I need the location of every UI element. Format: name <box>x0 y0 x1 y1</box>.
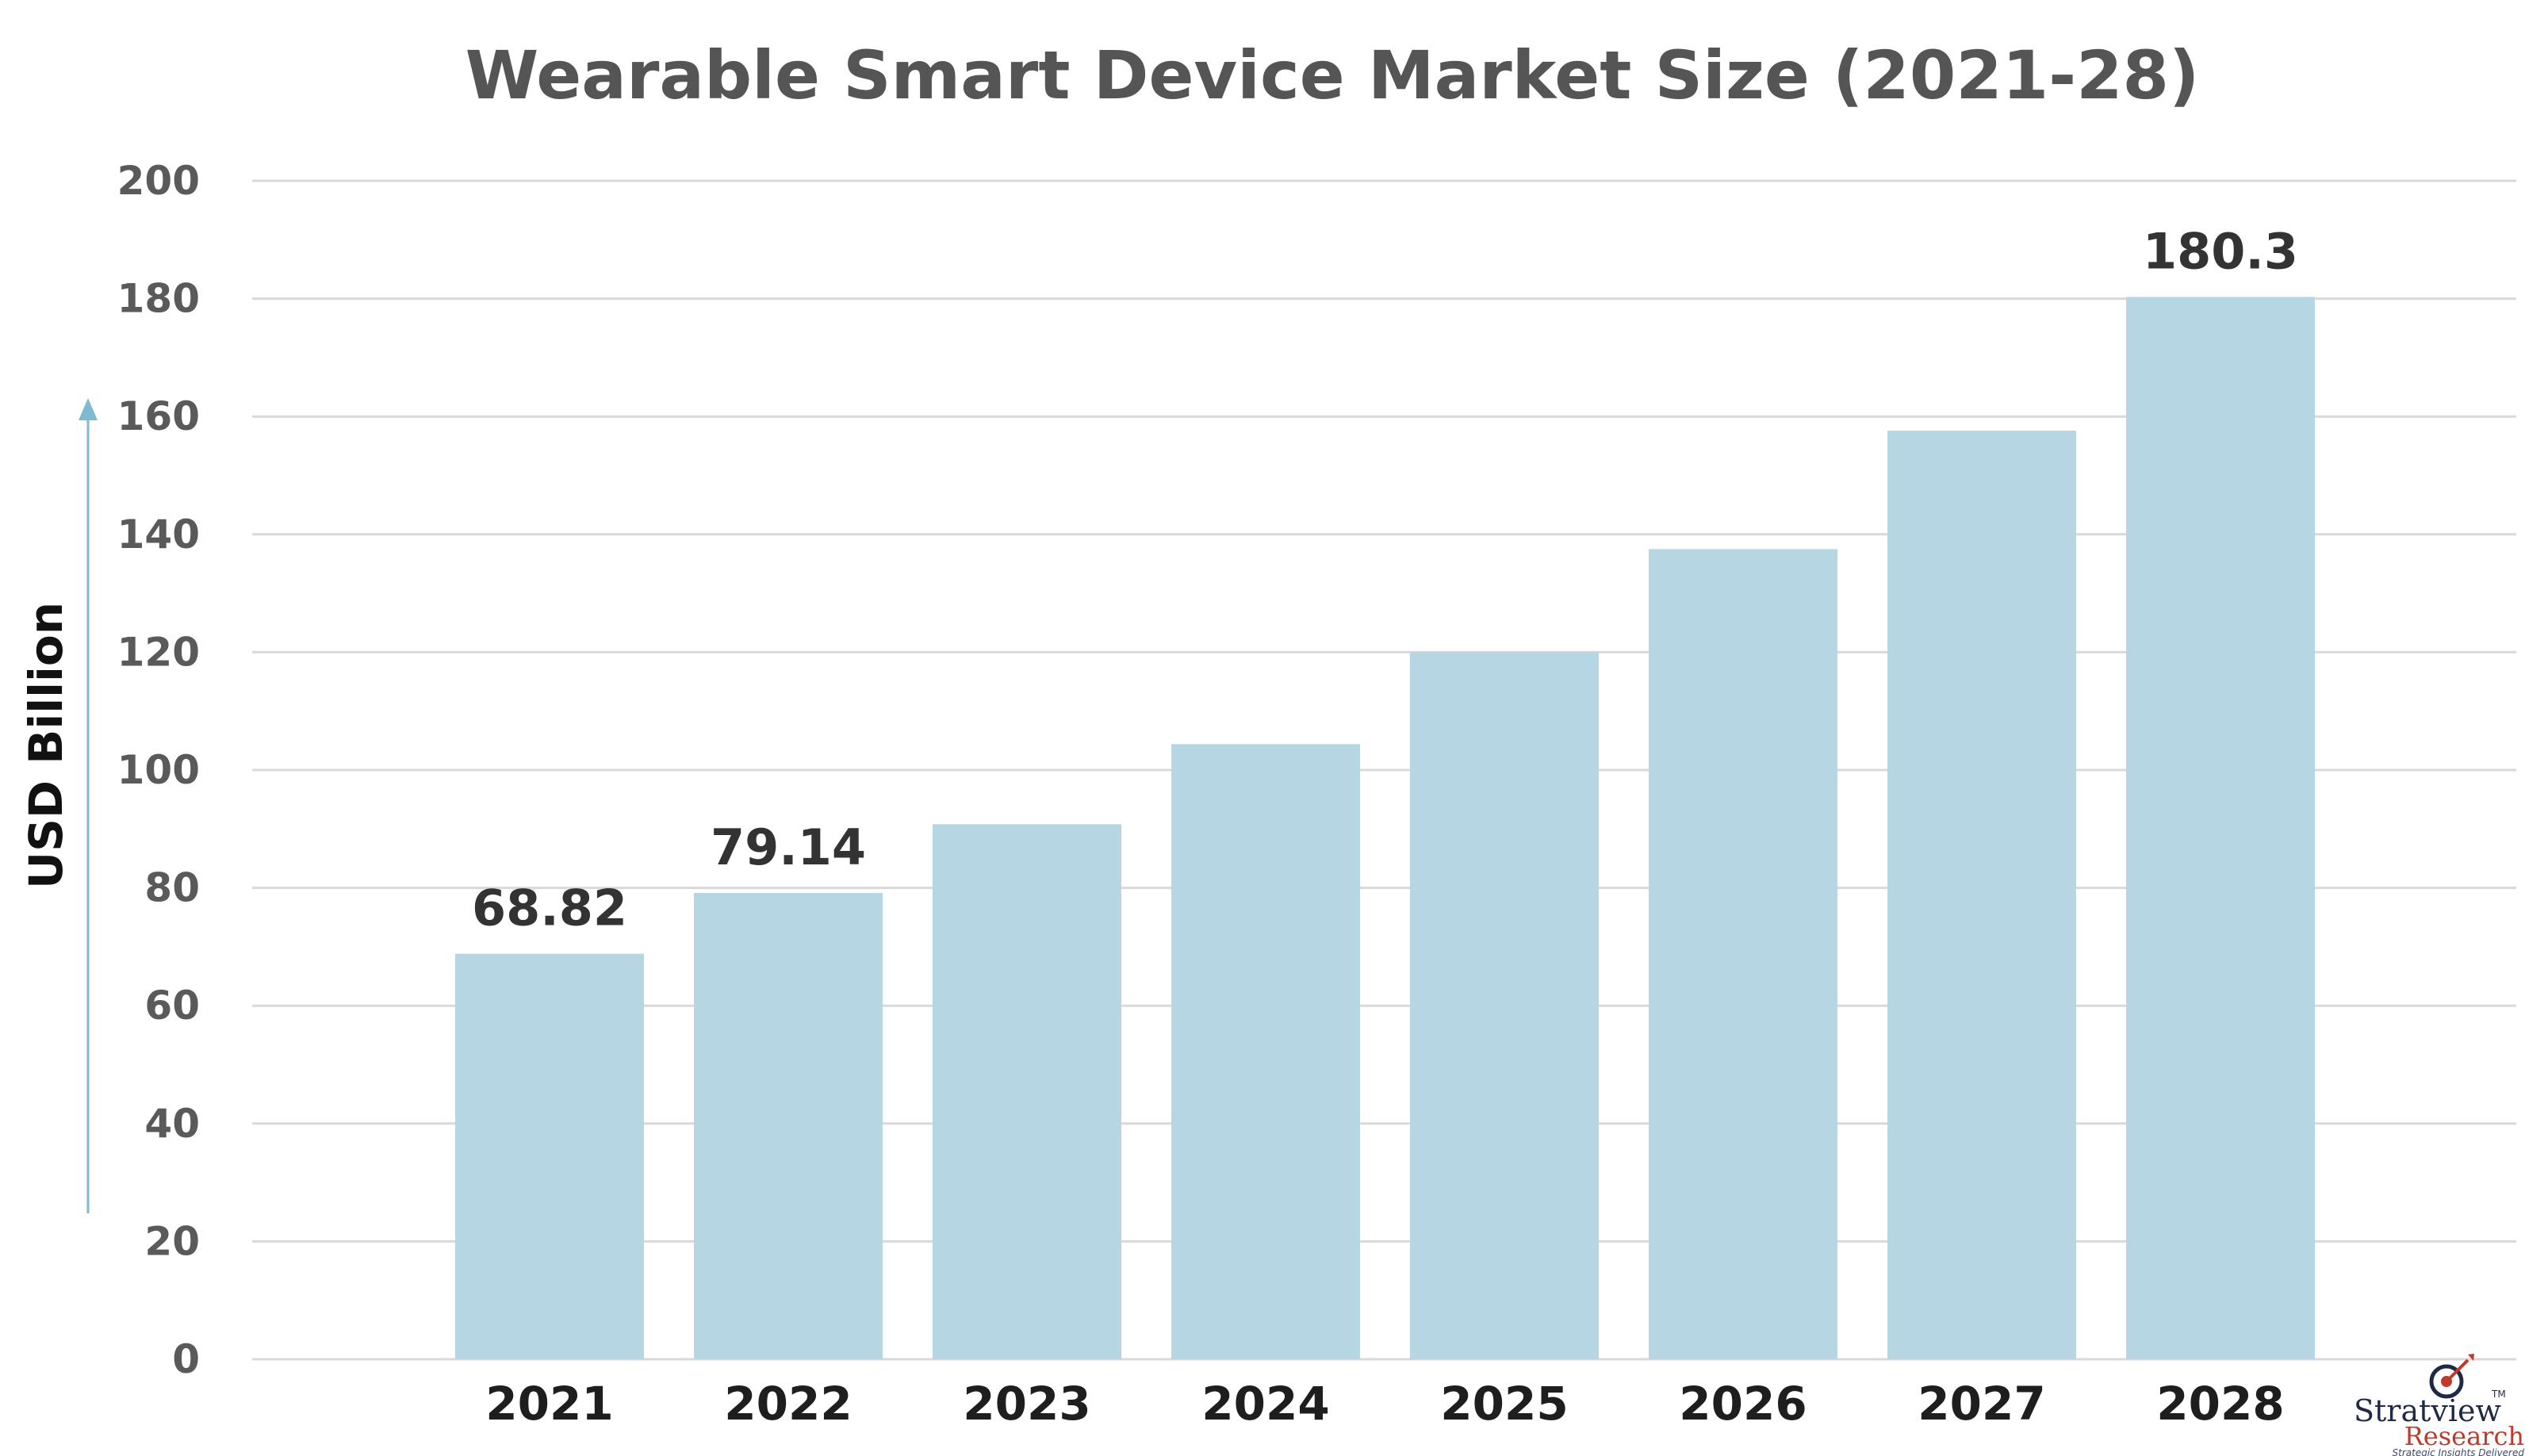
y-tick-label: 80 <box>144 865 200 911</box>
y-tick-labels: 0 20 40 60 80 100 120 140 160 180 200 <box>117 158 200 1382</box>
data-label-2028: 180.3 <box>2143 222 2298 280</box>
bar-2027 <box>1887 431 2076 1359</box>
y-tick-label: 100 <box>117 747 200 793</box>
bar-2028 <box>2126 297 2315 1360</box>
stratview-logo: Stratview TM Research Strategic Insights… <box>2354 1354 2524 1456</box>
logo-tagline: Strategic Insights Delivered <box>2393 1447 2525 1456</box>
y-axis-arrow <box>79 398 98 1213</box>
y-tick-label: 120 <box>117 629 200 675</box>
y-tick-label: 140 <box>117 512 200 557</box>
logo-sub: Research <box>2404 1421 2524 1451</box>
x-tick-label: 2021 <box>485 1377 613 1431</box>
chart-title: Wearable Smart Device Market Size (2021-… <box>466 36 2200 114</box>
logo-target-icon <box>2429 1354 2474 1399</box>
y-tick-label: 40 <box>144 1101 200 1147</box>
data-label-2021: 68.82 <box>472 879 627 937</box>
y-tick-label: 180 <box>117 276 200 322</box>
data-label-2022: 79.14 <box>711 818 866 876</box>
bar-2025 <box>1410 652 1599 1359</box>
y-tick-label: 200 <box>117 158 200 204</box>
y-tick-label: 160 <box>117 393 200 439</box>
x-tick-labels: 2021 2022 2023 2024 2025 2026 2027 2028 <box>485 1377 2284 1431</box>
x-tick-label: 2028 <box>2156 1377 2284 1431</box>
x-tick-label: 2022 <box>724 1377 852 1431</box>
x-tick-label: 2025 <box>1440 1377 1568 1431</box>
bar-2022 <box>694 892 883 1359</box>
y-tick-label: 0 <box>172 1336 200 1382</box>
y-tick-label: 60 <box>144 983 200 1029</box>
bar-2024 <box>1171 744 1360 1359</box>
x-tick-label: 2026 <box>1679 1377 1807 1431</box>
logo-trademark: TM <box>2491 1389 2506 1400</box>
x-tick-label: 2023 <box>963 1377 1090 1431</box>
bars <box>455 297 2315 1360</box>
bar-2023 <box>933 824 1121 1359</box>
x-tick-label: 2024 <box>1201 1377 1329 1431</box>
logo-name: Stratview <box>2354 1393 2502 1428</box>
bar-2026 <box>1649 549 1837 1359</box>
y-tick-label: 20 <box>144 1218 200 1264</box>
data-labels: 68.82 79.14 180.3 <box>472 222 2298 937</box>
y-axis-label: USD Billion <box>19 602 73 889</box>
x-tick-label: 2027 <box>1918 1377 2045 1431</box>
bar-2021 <box>455 953 644 1359</box>
